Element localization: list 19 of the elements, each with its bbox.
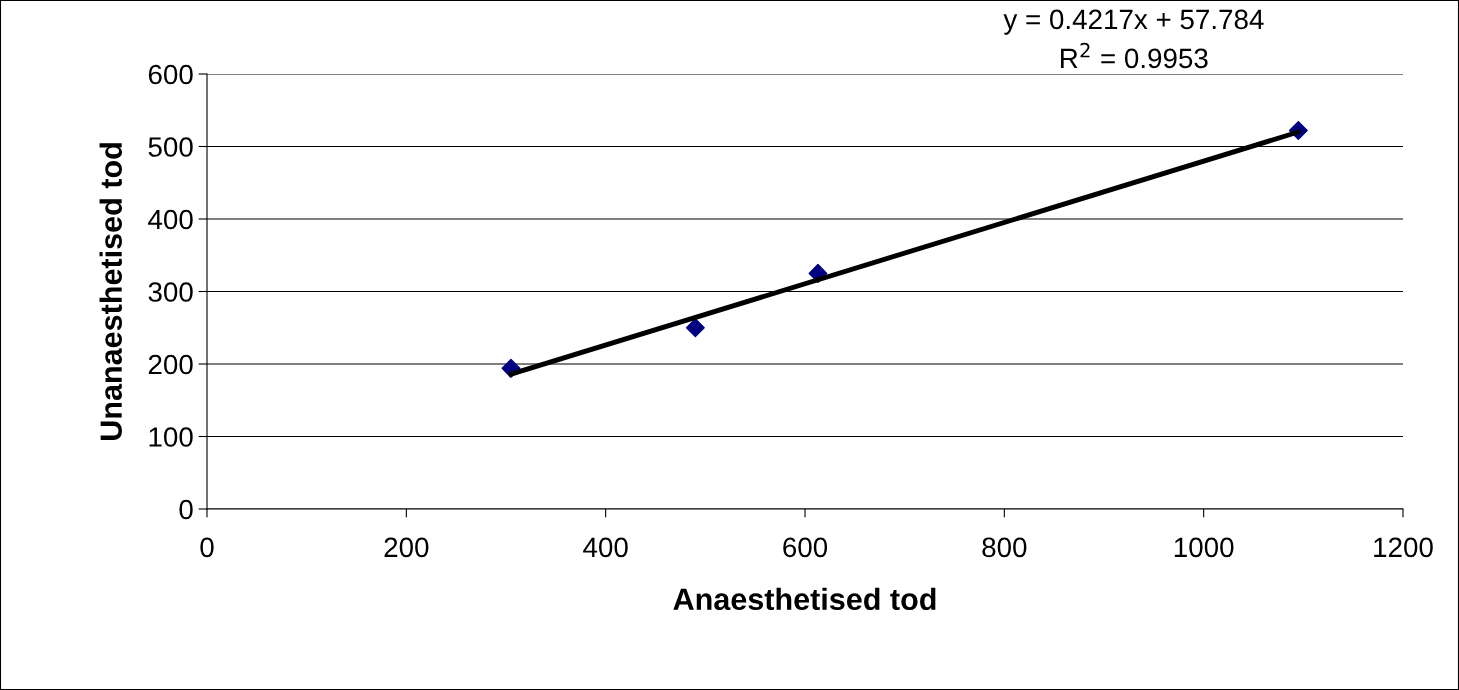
y-tick-label: 200 — [148, 354, 193, 375]
y-tick-label: 300 — [148, 282, 193, 302]
y-tick-label: 100 — [149, 427, 193, 447]
x-tick-label: 1200 — [1374, 537, 1433, 558]
x-tick-label: 400 — [583, 537, 628, 558]
y-tick-label: 400 — [148, 209, 193, 230]
x-tick-label: 800 — [982, 537, 1027, 558]
x-tick-label: 600 — [783, 537, 828, 558]
y-axis-title: Unanaesthetised tod — [99, 143, 122, 440]
x-tick-label: 1000 — [1174, 537, 1234, 558]
y-tick-label: 500 — [148, 137, 193, 157]
x-axis-title: Anaesthetised tod — [673, 587, 936, 611]
y-tick-label: 600 — [148, 64, 193, 85]
point — [685, 318, 705, 338]
x-tick-label: 0 — [200, 537, 214, 558]
y-tick-label: 0 — [179, 499, 193, 520]
x-tick-label: 200 — [384, 537, 429, 558]
text: R$^{2}$ = 0.9953 — [1061, 42, 1208, 69]
text: y = 0.4217x + 57.784 — [1003, 9, 1264, 35]
